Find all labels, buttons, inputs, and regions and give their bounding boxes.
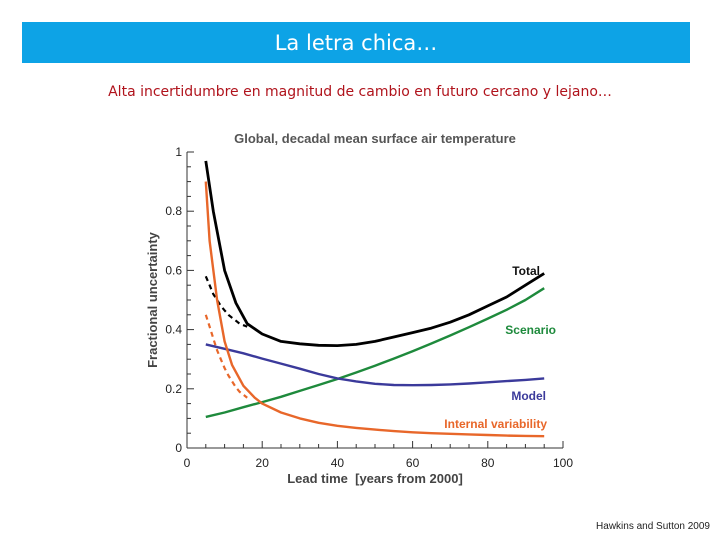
chart-series-layer <box>204 160 545 438</box>
y-tick-label: 0.4 <box>165 323 182 337</box>
citation: Hawkins and Sutton 2009 <box>596 521 710 532</box>
series-label-total: Total <box>512 264 540 278</box>
dashed-series-line <box>204 275 248 328</box>
x-tick-label: 80 <box>481 456 495 470</box>
x-tick-label: 20 <box>256 456 270 470</box>
series-line-model <box>205 343 545 387</box>
y-tick-label: 0 <box>175 441 182 455</box>
x-tick-label: 60 <box>406 456 420 470</box>
y-tick-label: 1 <box>175 145 182 159</box>
chart-root: Global, decadal mean surface air tempera… <box>145 131 573 486</box>
slide-title: La letra chica… <box>274 30 438 55</box>
series-label-scenario: Scenario <box>505 323 556 337</box>
dashed-series-line <box>204 314 248 399</box>
x-tick-label: 100 <box>553 456 573 470</box>
y-tick-label: 0.6 <box>165 263 182 277</box>
x-tick-label: 0 <box>184 456 191 470</box>
x-tick-label: 40 <box>331 456 345 470</box>
slide-subtitle: Alta incertidumbre en magnitud de cambio… <box>108 84 612 100</box>
y-tick-label: 0.2 <box>165 382 182 396</box>
chart-x-axis-label: Lead time [years from 2000] <box>287 471 463 486</box>
series-line-total <box>204 160 545 347</box>
chart-title: Global, decadal mean surface air tempera… <box>234 131 516 146</box>
series-label-model: Model <box>511 389 546 403</box>
y-tick-label: 0.8 <box>165 204 182 218</box>
chart-series-labels: Total Scenario Model Internal variability <box>444 264 556 431</box>
series-line-internal-variability <box>204 181 545 438</box>
chart-y-axis-label: Fractional uncertainty <box>145 231 160 368</box>
chart-axes: 0 0.2 0.4 0.6 0.8 1 0 20 40 60 80 100 <box>165 145 573 470</box>
slide-title-bar: La letra chica… <box>22 22 690 63</box>
series-label-internal-variability: Internal variability <box>444 417 547 431</box>
series-line-scenario <box>205 287 545 419</box>
